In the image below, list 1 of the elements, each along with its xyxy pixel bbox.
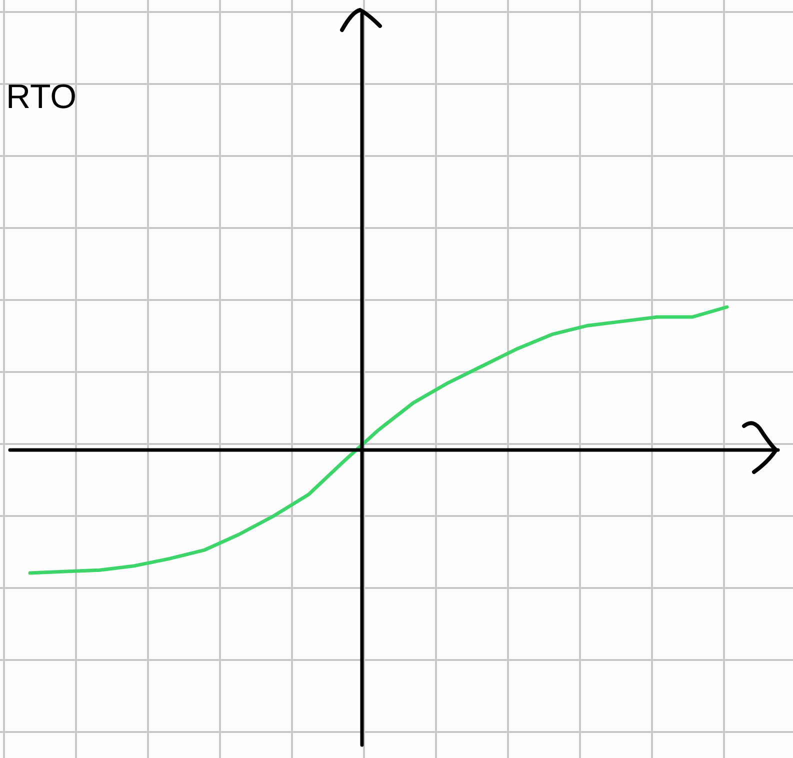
- text: RTO: [6, 78, 77, 117]
